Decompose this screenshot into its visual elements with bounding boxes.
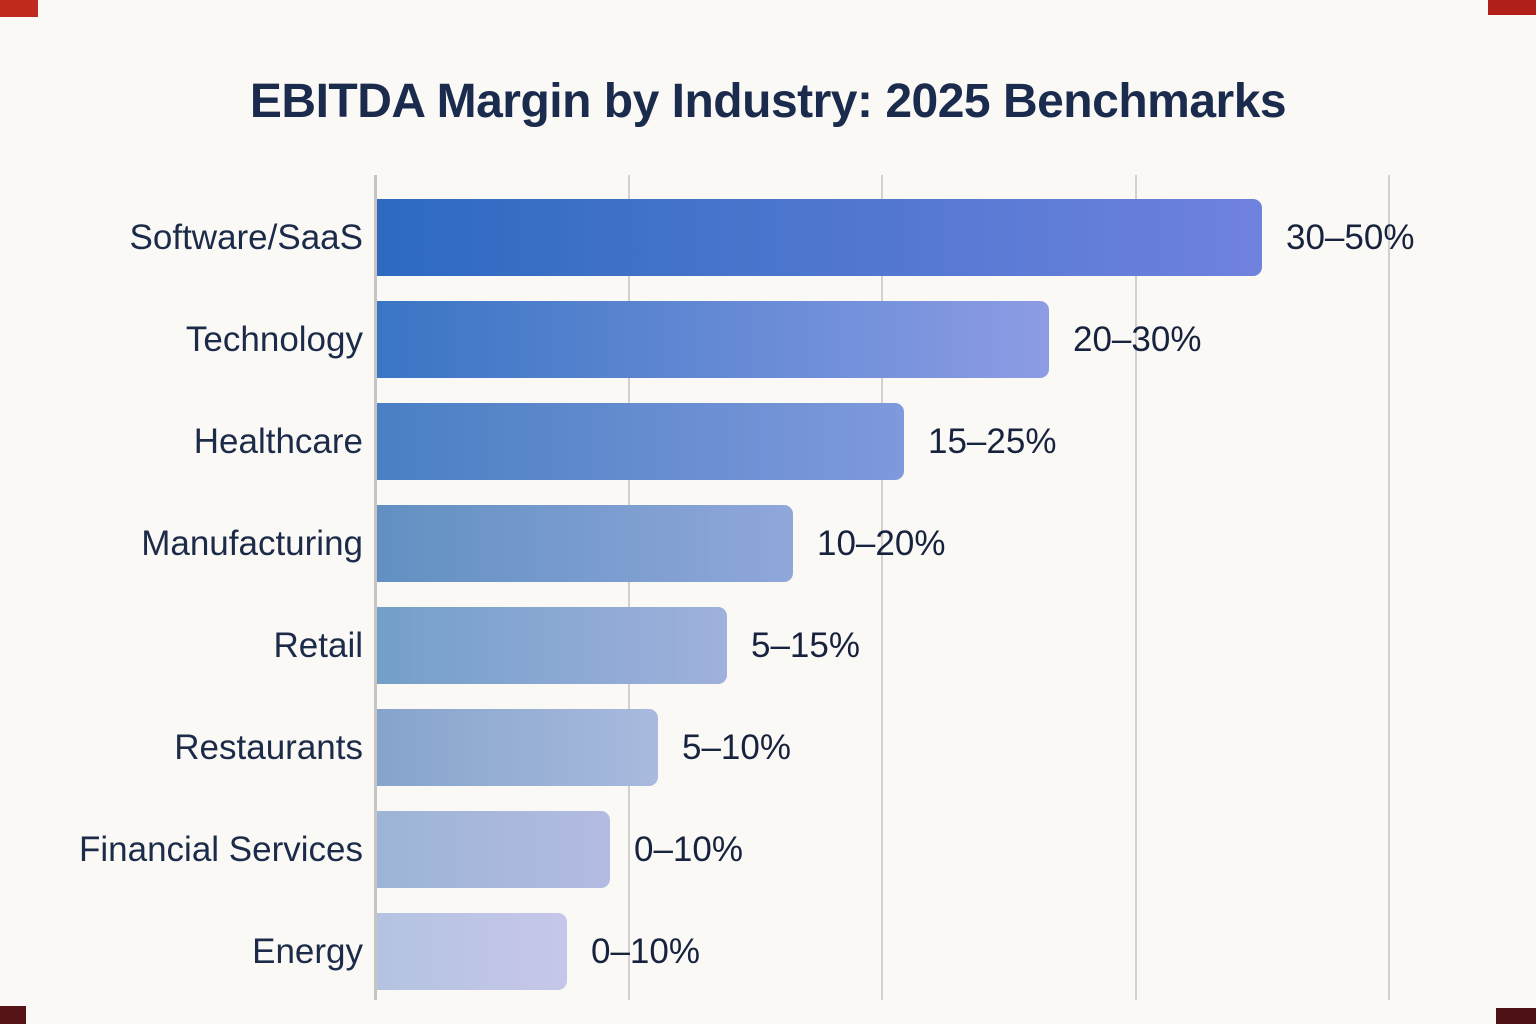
x-gridline: [627, 175, 630, 1000]
x-gridline: [881, 175, 883, 1000]
bar: [377, 913, 567, 990]
category-label: Energy: [252, 932, 363, 971]
value-label: 5–10%: [682, 728, 791, 767]
bar: [377, 301, 1049, 378]
value-label: 0–10%: [634, 830, 743, 869]
category-label: Healthcare: [193, 422, 363, 461]
category-label: Financial Services: [79, 830, 363, 869]
value-label: 20–30%: [1073, 320, 1202, 359]
value-label: 15–25%: [928, 422, 1057, 461]
corner-mark-top-right: [1488, 0, 1536, 15]
x-gridline: [1388, 175, 1390, 1000]
corner-mark-bottom-left: [0, 1006, 26, 1024]
chart-title: EBITDA Margin by Industry: 2025 Benchmar…: [249, 75, 1287, 128]
value-label: 10–20%: [817, 524, 946, 563]
category-label: Manufacturing: [141, 524, 363, 563]
value-label: 0–10%: [591, 932, 700, 971]
bar: [377, 709, 658, 786]
category-label: Retail: [273, 626, 363, 665]
value-label: 30–50%: [1286, 218, 1415, 257]
bar: [377, 403, 904, 480]
bar: [377, 199, 1262, 276]
bar: [377, 505, 793, 582]
corner-mark-bottom-right: [1496, 1008, 1536, 1024]
category-label: Restaurants: [174, 728, 363, 767]
category-label: Technology: [185, 320, 363, 359]
x-gridline: [1134, 175, 1137, 1000]
bar: [377, 607, 727, 684]
corner-mark-top-left: [0, 0, 38, 17]
value-label: 5–15%: [751, 626, 860, 665]
y-axis-line: [374, 175, 377, 1000]
bar: [377, 811, 610, 888]
category-label: Software/SaaS: [129, 218, 363, 257]
